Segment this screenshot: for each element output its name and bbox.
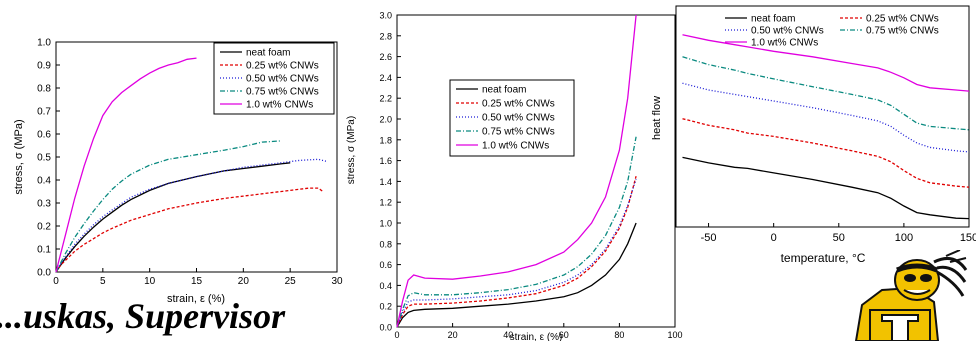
chart-1-x-tick-label: 0: [53, 276, 59, 287]
chart-3-x-tick-label: 150: [960, 232, 976, 244]
chart-2-series-line-4: [396, 136, 637, 328]
chart-2-y-tick-label: 1.2: [379, 198, 392, 208]
chart-2-legend-label: 1.0 wt% CNWs: [482, 141, 549, 152]
chart-2-x-tick-label: 20: [448, 330, 458, 340]
chart-1-stress-strain: 0 5 10 15 20 25 30 0.0 0.1 0.2 0.3 0.4 0.5 0.6 0.7 0.8 0…: [13, 38, 343, 306]
chart-2-y-tick-label: 1.8: [379, 135, 392, 145]
chart-1-legend-label: 0.50 wt% CNWs: [246, 74, 319, 85]
chart-3-series-line-2: [682, 118, 970, 188]
chart-3-series-line-3: [682, 82, 970, 153]
chart-1-legend: [213, 42, 335, 115]
chart-3-legend-label: 0.50 wt% CNWs: [751, 26, 824, 37]
chart-1-y-tick-label: 0.4: [37, 176, 51, 187]
chart-2-y-tick-label: 2.4: [379, 73, 392, 83]
chart-1-series-line-3: [55, 158, 328, 273]
chart-2-x-tick-label: 40: [503, 330, 513, 340]
chart-2-series-line-1: [396, 222, 637, 328]
chart-2-y-tick-label: 1.4: [379, 177, 392, 187]
chart-1-x-tick-label: 25: [285, 276, 297, 287]
chart-2-plot-frame: [396, 14, 676, 328]
chart-2-y-axis-label: stress, σ (MPa): [346, 116, 357, 184]
chart-1-y-tick-label: 0.0: [37, 268, 51, 279]
chart-2-y-tick-label: 1.6: [379, 156, 392, 166]
chart-3-x-tick-label: 0: [771, 232, 777, 244]
chart-3-x-tick-label: -50: [701, 232, 717, 244]
chart-1-y-tick-label: 1.0: [37, 38, 51, 49]
chart-1-x-tick-label: 20: [238, 276, 250, 287]
chart-3-heat-flow: -50 0 50 100 150 neat foam 0.25 wt% CNWs 0.50 …: [651, 5, 976, 265]
chart-3-plot-frame: [675, 5, 970, 228]
chart-2-y-tick-label: 0.8: [379, 239, 392, 249]
chart-2-y-tick-label: 0.0: [379, 323, 392, 333]
chart-2-stress-strain-long: 0 20 40 60 80 100 0.0 0.2 0.4 0.6 0.8 1.0 1.2 1.4 1.6 1…: [346, 11, 683, 341]
chart-2-legend-label: 0.75 wt% CNWs: [482, 127, 555, 138]
chart-1-y-tick-label: 0.8: [37, 84, 51, 95]
chart-3-x-axis-label-text: temperature, °C: [781, 251, 866, 265]
chart-2-y-tick-label: 3.0: [379, 11, 392, 21]
chart-2-x-tick-label: 60: [559, 330, 569, 340]
chart-2-series-line-3: [396, 179, 637, 328]
chart-1-y-tick-label: 0.3: [37, 199, 51, 210]
chart-3-x-tick-label: 100: [895, 232, 913, 244]
yellow-jacket-logo: [854, 250, 968, 341]
chart-3-x-axis-label: temperature, °C: [781, 251, 866, 265]
chart-1-series-line-1: [55, 162, 291, 273]
chart-1-legend-label: 0.75 wt% CNWs: [246, 87, 319, 98]
chart-1-y-tick-label: 0.7: [37, 107, 51, 118]
chart-2-x-tick-label: 80: [614, 330, 624, 340]
chart-1-y-tick-label: 0.5: [37, 153, 51, 164]
chart-3-legend-label: neat foam: [751, 14, 795, 25]
chart-3-series-line-5: [682, 34, 970, 92]
chart-1-series-line-4: [55, 140, 281, 273]
chart-1-x-tick-label: 15: [191, 276, 203, 287]
chart-3-series-line-1: [682, 156, 970, 220]
chart-1-x-tick-label: 30: [331, 276, 343, 287]
chart-3-x-tick-label: 50: [833, 232, 845, 244]
footer-caption: ...uskas, Supervisor: [0, 296, 286, 336]
chart-3-legend-label: 0.25 wt% CNWs: [866, 14, 939, 25]
chart-1-x-tick-label: 10: [144, 276, 156, 287]
chart-3-legend-label: 0.75 wt% CNWs: [866, 26, 939, 37]
chart-1-legend-label: 1.0 wt% CNWs: [246, 100, 313, 111]
chart-2-y-tick-label: 0.2: [379, 302, 392, 312]
chart-1-legend-label: 0.25 wt% CNWs: [246, 61, 319, 72]
chart-2-x-tick-label: 100: [667, 330, 682, 340]
chart-2-legend: [449, 79, 575, 157]
chart-2-y-tick-label: 0.6: [379, 260, 392, 270]
chart-1-x-axis-label: strain, ε (%): [167, 293, 225, 305]
chart-2-y-tick-label: 2.8: [379, 31, 392, 41]
chart-2-y-tick-label: 0.4: [379, 281, 392, 291]
chart-2-series-line-2: [396, 176, 637, 328]
chart-1-y-axis-label: stress, σ (MPa): [13, 119, 25, 194]
chart-3-legend-label: 1.0 wt% CNWs: [751, 38, 818, 49]
chart-1-y-tick-label: 0.6: [37, 130, 51, 141]
chart-1-series-line-2: [55, 187, 324, 273]
chart-2-y-tick-label: 2.2: [379, 94, 392, 104]
chart-2-y-tick-label: 2.0: [379, 115, 392, 125]
chart-2-legend-label: neat foam: [482, 85, 526, 96]
chart-1-x-tick-label: 5: [100, 276, 106, 287]
chart-2-legend-label: 0.50 wt% CNWs: [482, 113, 555, 124]
chart-2-series-line-5: [396, 14, 637, 328]
chart-2-x-tick-label: 0: [394, 330, 399, 340]
chart-2-legend-label: 0.25 wt% CNWs: [482, 99, 555, 110]
chart-1-series-line-5: [55, 57, 197, 273]
chart-3-y-axis-label: heat flow: [651, 96, 663, 140]
chart-1-y-tick-label: 0.9: [37, 61, 51, 72]
chart-2-y-tick-label: 2.6: [379, 52, 392, 62]
chart-2-y-tick-label: 1.0: [379, 219, 392, 229]
chart-1-legend-label: neat foam: [246, 48, 290, 59]
chart-1-y-tick-label: 0.2: [37, 222, 51, 233]
chart-1-y-tick-label: 0.1: [37, 245, 51, 256]
chart-2-x-axis-label: strain, ε (%): [510, 332, 563, 341]
chart-3-series-line-4: [682, 56, 970, 131]
